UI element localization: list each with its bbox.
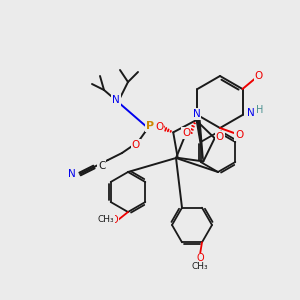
Text: O: O xyxy=(254,71,262,81)
Text: N: N xyxy=(68,169,76,179)
Text: O: O xyxy=(215,132,224,142)
Polygon shape xyxy=(196,115,203,161)
Text: N: N xyxy=(247,108,254,118)
Text: H: H xyxy=(256,105,263,115)
Text: CH₃: CH₃ xyxy=(98,215,114,224)
Text: O: O xyxy=(235,130,243,140)
Text: P: P xyxy=(146,121,154,131)
Text: O: O xyxy=(196,253,204,263)
Text: O: O xyxy=(155,122,164,132)
Text: N: N xyxy=(193,109,200,119)
Text: N: N xyxy=(112,95,120,105)
Text: O: O xyxy=(110,215,118,225)
Text: O: O xyxy=(132,140,140,150)
Text: O: O xyxy=(182,128,190,138)
Text: CH₃: CH₃ xyxy=(192,262,208,271)
Text: C: C xyxy=(98,161,105,171)
